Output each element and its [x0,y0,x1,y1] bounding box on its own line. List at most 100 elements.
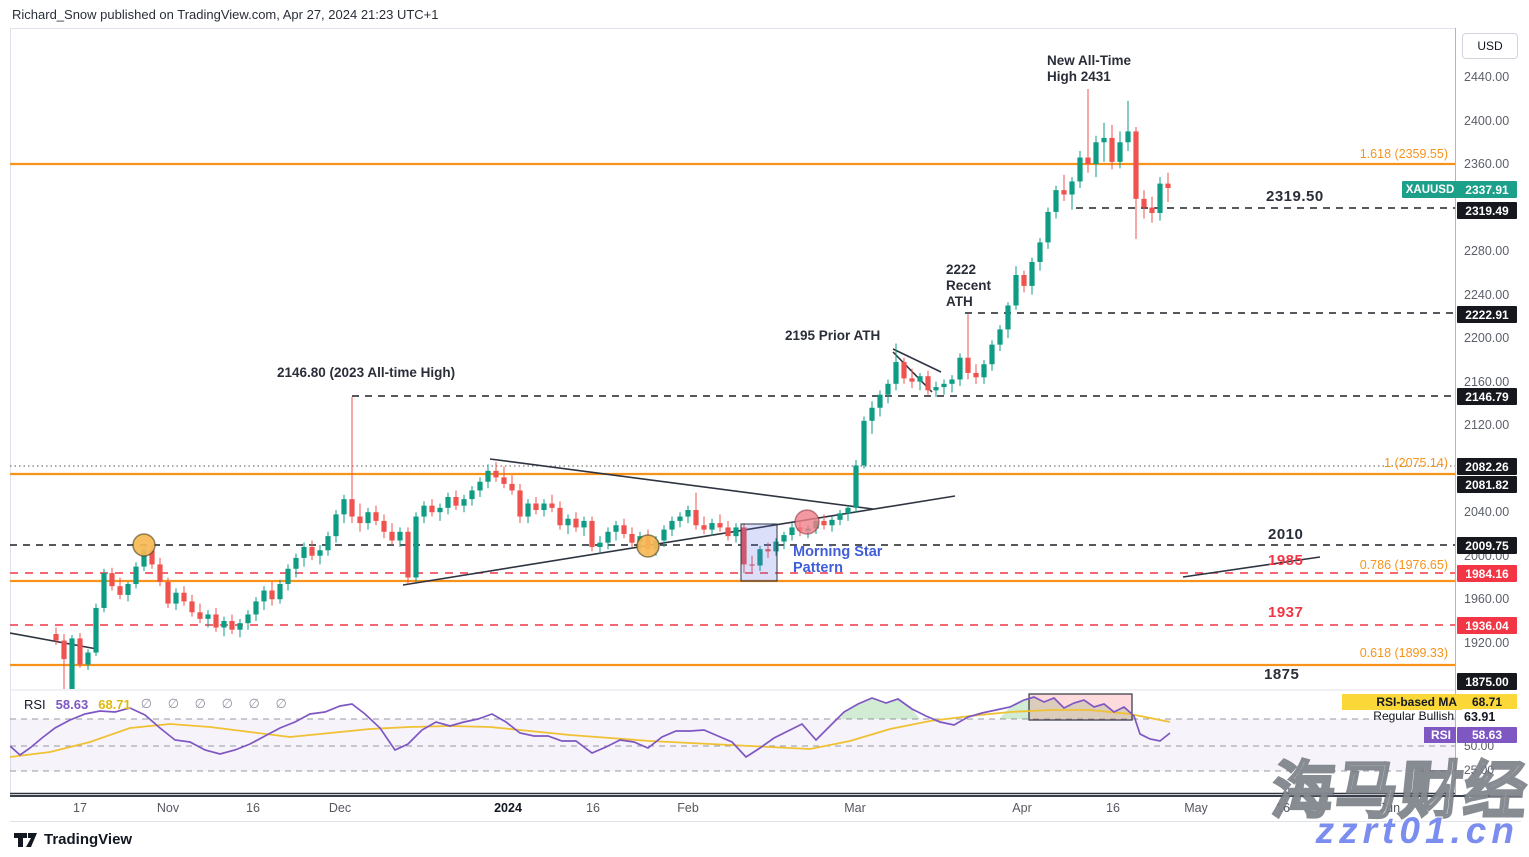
yellow-circle-marker [132,533,156,557]
tradingview-logo[interactable]: TradingView [14,831,132,848]
candle-body [509,483,515,491]
candle-body [573,518,579,528]
candle-body [477,481,483,491]
fib-label-1: 1 (2075.14) [1384,456,1448,470]
rsi-axis-tick: 25.00 [1464,763,1495,777]
candle-body [1133,131,1139,199]
time-label: Dec [328,801,352,815]
attribution-text: Richard_Snow published on TradingView.co… [12,7,439,22]
candle-body [413,516,419,578]
time-label: 17 [73,801,87,815]
candle-body [1029,261,1035,286]
trendline [892,348,942,373]
candle-body [741,527,747,565]
candle-body [317,550,323,556]
candle-body [949,379,955,384]
candle-body [589,520,595,548]
candle-body [1061,190,1067,195]
annotation-new-ath: New All-Time High 2431 [1047,53,1132,84]
price-tick: 2160.00 [1464,375,1510,389]
candle-body [229,621,235,630]
candle-body [701,525,707,530]
candle-body [989,344,995,365]
candle-body [901,362,907,379]
candle-body [429,505,435,513]
candle-body [309,547,315,556]
time-label: Jun [1379,801,1401,815]
rsi-side-label: RSI [1424,727,1456,743]
candle-body [917,376,923,382]
candle-body [549,503,555,508]
candle-body [301,547,307,558]
candle-body [877,394,883,408]
time-axis[interactable] [10,795,1521,822]
candle-body [1165,183,1171,188]
level-label-1875: 1875 [1264,666,1300,683]
yellow-circle-marker [636,534,660,558]
price-chart-pane[interactable] [10,28,1455,795]
price-badge: 1936.04 [1457,617,1517,634]
candle-body [181,592,187,602]
candle-body [133,566,139,585]
candle-body [677,516,683,521]
candle-body [213,614,219,628]
price-badge: 2081.82 [1457,476,1517,493]
candle-body [293,557,299,569]
candle-body [1157,183,1163,213]
candle-body [821,520,827,526]
price-tick: 1960.00 [1464,592,1510,606]
rsi-source-icons: ∅ ∅ ∅ ∅ ∅ ∅ [140,696,293,711]
candle-body [941,383,947,388]
symbol-price-badge: 2337.91 [1457,181,1517,198]
trendline [402,495,956,586]
fib-label-0618: 0.618 (1899.33) [1359,646,1448,660]
level-label-1985: 1985 [1268,552,1304,569]
candle-body [357,516,363,524]
annotation-recent-ath: 2222 Recent ATH [946,262,992,309]
currency-button[interactable]: USD [1462,33,1518,59]
candle-body [709,523,715,530]
candle-body [381,520,387,532]
level-label-2319: 2319.50 [1266,188,1324,205]
price-tick: 2040.00 [1464,505,1510,519]
candle-body [397,531,403,541]
time-label: 16 [246,801,260,815]
candle-body [973,372,979,378]
price-tick: 1920.00 [1464,636,1510,650]
annotation-prior-ath: 2195 Prior ATH [785,328,881,343]
candle-body [165,581,171,604]
time-label: 2024 [494,801,522,815]
fib-label-0786: 0.786 (1976.65) [1359,558,1448,572]
candle-body [717,523,723,528]
rsi-divergence-box [1028,693,1133,721]
candle-body [85,652,91,665]
tradingview-brand-text: TradingView [44,831,133,848]
candle-body [493,470,499,478]
time-label: Apr [1012,801,1032,815]
candles-layer [53,88,1171,689]
level-label-1937: 1937 [1268,604,1304,621]
candle-body [149,550,155,565]
candle-body [781,535,787,542]
candle-body [517,490,523,517]
candle-body [533,503,539,511]
candle-body [245,614,251,624]
candle-body [461,499,467,506]
candle-body [61,640,67,660]
rsi-side-label: RSI-based MA [1342,694,1462,710]
rsi-ma-value: 68.71 [98,696,131,712]
candle-body [197,612,203,619]
price-axis[interactable] [1455,28,1521,795]
candle-body [733,527,739,537]
candle-body [1045,211,1051,243]
candle-body [389,531,395,541]
candle-body [189,601,195,613]
candle-body [525,503,531,517]
rsi-value: 58.63 [55,696,89,712]
time-label: Nov [156,801,180,815]
candle-body [1093,142,1099,165]
candle-body [1005,305,1011,330]
candle-body [205,614,211,619]
candle-body [365,512,371,524]
candle-body [445,496,451,508]
